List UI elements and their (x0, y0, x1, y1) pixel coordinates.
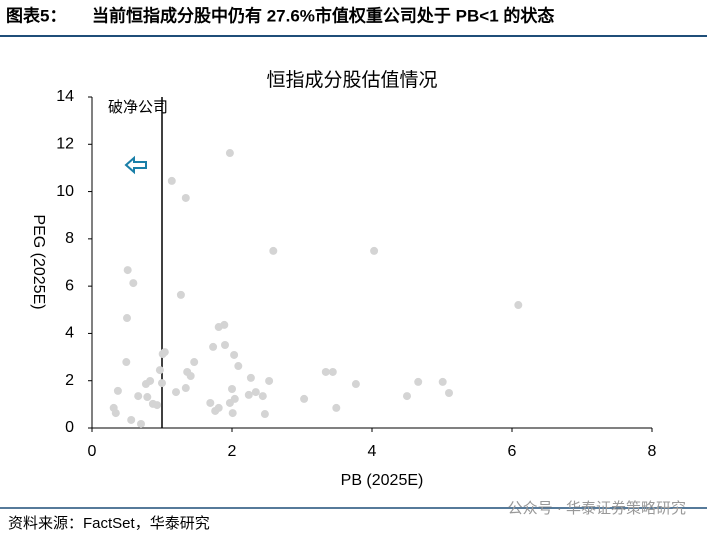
point (123, 314, 131, 323)
point (206, 398, 215, 407)
point (228, 409, 237, 418)
point (221, 341, 229, 350)
figure-title: 当前恒指成分股中仍有 27.6%市值权重公司处于 PB<1 的状态 (92, 5, 554, 25)
chart-title: 恒指成分股估值情况 (266, 69, 437, 91)
point (122, 358, 131, 367)
point (445, 389, 453, 398)
point (158, 379, 166, 388)
point (514, 301, 523, 310)
point (172, 388, 180, 397)
y-tick-label: 8 (65, 230, 74, 247)
point (230, 394, 239, 403)
point (260, 410, 269, 419)
x-tick-label: 6 (508, 443, 517, 460)
y-tick-label: 6 (65, 277, 74, 294)
point (209, 342, 218, 351)
y-tick-label: 12 (56, 136, 74, 153)
point (328, 367, 337, 376)
point (300, 394, 309, 403)
y-tick-label: 0 (65, 419, 74, 436)
point (351, 380, 360, 389)
y-axis-label: PEG (2025E) (30, 214, 47, 309)
point (258, 392, 267, 401)
point (146, 376, 155, 385)
x-tick-label: 0 (88, 443, 97, 460)
point (186, 371, 195, 380)
x-axis-label: PB (2025E) (341, 472, 424, 489)
point (269, 246, 278, 255)
point (160, 348, 169, 357)
point (230, 350, 239, 359)
x-tick-label: 8 (648, 443, 657, 460)
figure-label: 图表5： (6, 5, 66, 25)
point (127, 415, 136, 424)
point (111, 409, 120, 418)
point (228, 384, 236, 393)
point (113, 386, 122, 395)
point (134, 392, 143, 401)
point (176, 290, 185, 299)
point (246, 373, 255, 382)
y-tick-label: 2 (65, 372, 74, 389)
point (181, 384, 190, 393)
x-tick-label: 2 (228, 443, 237, 460)
point (244, 390, 253, 399)
point (403, 392, 411, 401)
point (225, 149, 234, 158)
point (190, 358, 199, 367)
y-tick-label: 14 (56, 88, 74, 105)
watermark: 公众号 · 华泰证券策略研究 (508, 500, 686, 517)
point (321, 367, 330, 376)
source: 资料来源：FactSet，华泰研究 (8, 515, 210, 532)
point (370, 246, 379, 255)
point (234, 362, 243, 371)
point (155, 366, 164, 375)
point (143, 393, 152, 402)
y-tick-label: 4 (65, 325, 74, 342)
point (265, 376, 274, 385)
point (167, 176, 176, 185)
left-arrow (124, 155, 147, 175)
point (181, 193, 190, 202)
x-tick-label: 4 (368, 443, 377, 460)
point (332, 403, 341, 412)
point (153, 401, 162, 410)
y-tick-label: 10 (56, 183, 74, 200)
point (438, 377, 447, 386)
point (214, 403, 223, 412)
point (251, 388, 260, 397)
point (123, 266, 132, 275)
point (137, 419, 145, 428)
point (414, 377, 423, 386)
annotation: 破净公司 (108, 99, 168, 116)
point (220, 320, 229, 329)
point (129, 279, 138, 288)
